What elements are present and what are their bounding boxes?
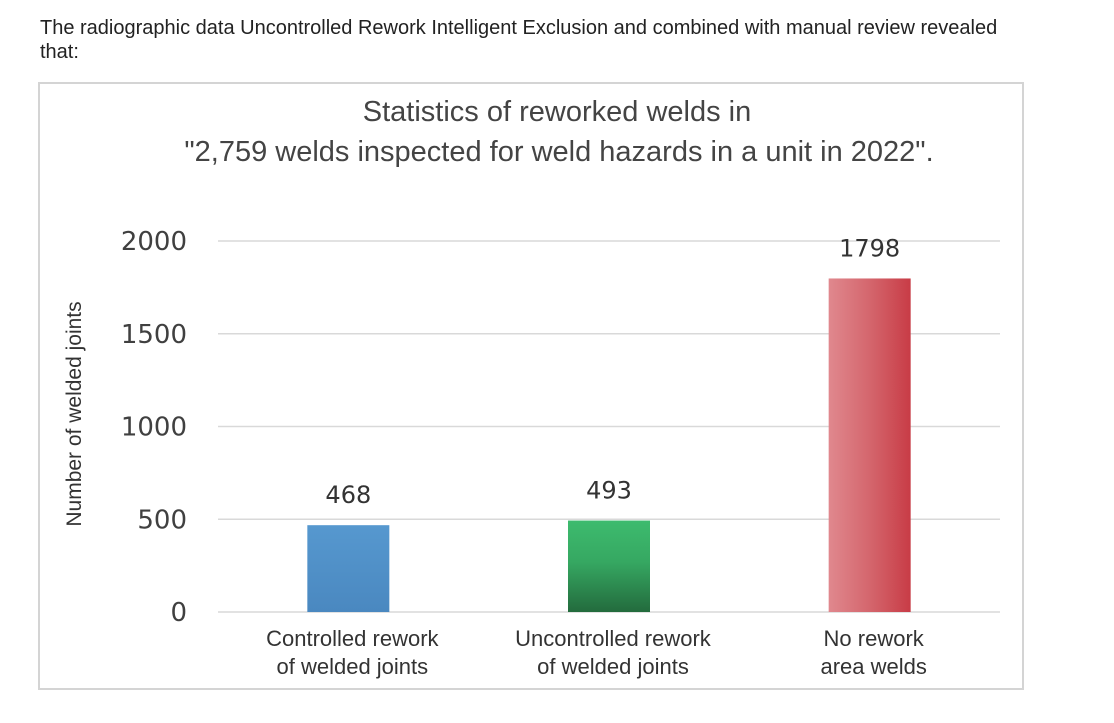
chart-title-line: Statistics of reworked welds in [363,96,751,128]
bar-chart: Statistics of reworked welds in "2,759 we… [63,96,1000,679]
data-label: 493 [586,477,632,505]
x-tick-label: Uncontrolled rework [515,626,712,651]
bar [828,278,911,612]
data-label: 1798 [839,234,900,262]
x-tick-label: No rework [824,626,925,651]
y-tick-label: 2000 [121,227,187,257]
x-tick-label: of welded joints [277,654,429,679]
x-axis-ticks: Controlled rework of welded joints Uncontr… [266,626,927,679]
y-tick-label: 500 [137,505,187,535]
intro-text: The radiographic data Uncontrolled Rewor… [40,17,998,63]
y-axis-ticks: 0 500 1000 1500 2000 [121,227,187,628]
x-tick-label: area welds [820,654,926,679]
chart-frame: Statistics of reworked welds in "2,759 we… [38,82,1024,690]
bar [307,525,390,612]
y-axis-label: Number of welded joints [63,301,86,526]
y-tick-label: 1000 [121,413,187,443]
x-tick-label: Controlled rework [266,626,439,651]
bar [568,520,650,612]
bars [307,278,911,612]
y-tick-label: 0 [170,598,187,628]
chart-title-line: "2,759 welds inspected for weld hazards … [184,136,933,168]
x-tick-label: of welded joints [537,654,689,679]
chart-title: Statistics of reworked welds in "2,759 we… [184,96,933,168]
y-tick-label: 1500 [121,320,187,350]
data-labels: 468 493 1798 [325,234,900,509]
data-label: 468 [325,481,371,509]
